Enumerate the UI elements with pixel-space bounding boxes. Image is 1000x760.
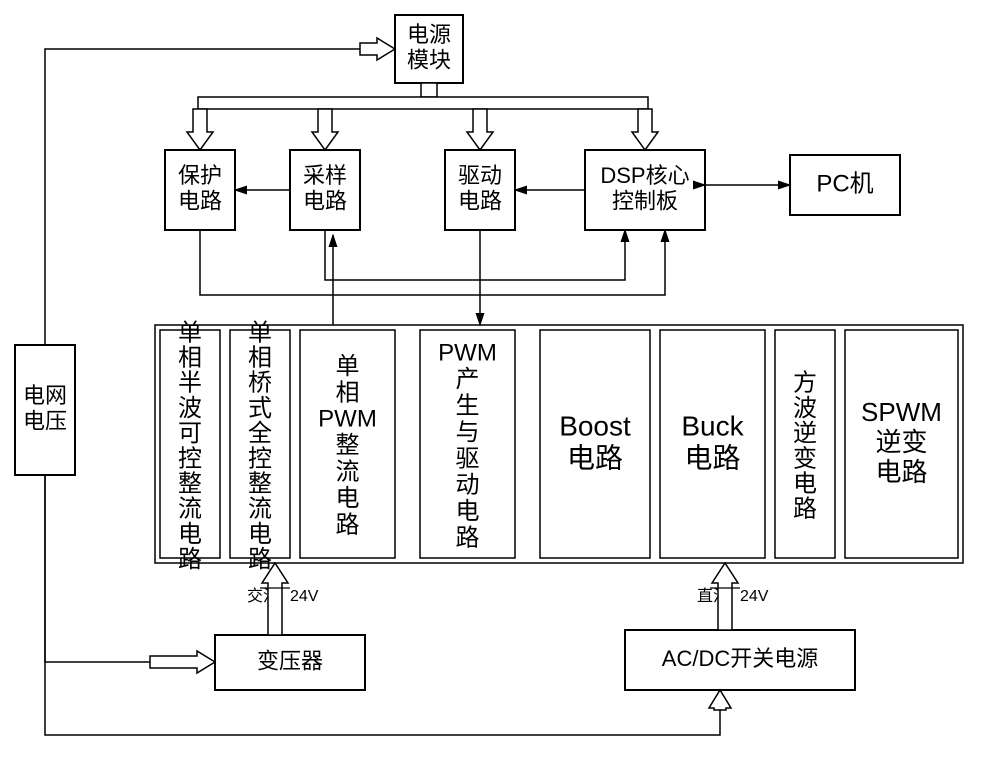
c7-label: 变: [793, 445, 817, 472]
c3-label: 整: [336, 432, 360, 459]
arrow-grid-to-pm: [360, 38, 395, 60]
annot-v24_2: 24V: [740, 588, 769, 605]
c3-label: 流: [336, 459, 360, 486]
sample-label: 电路: [303, 188, 347, 213]
c4-label: 动: [456, 472, 480, 499]
arrow-grid-to-trans: [150, 651, 215, 673]
c2-label: 整: [248, 471, 272, 498]
drive-label: 电路: [458, 188, 502, 213]
c2-label: 流: [248, 496, 272, 523]
c3-label: 路: [336, 511, 360, 538]
c3-label: PWM: [318, 406, 377, 433]
arrow-grid-to-acdc: [709, 690, 731, 710]
c6-label: Buck: [681, 410, 744, 441]
c1-label: 波: [178, 395, 202, 422]
arrow-sample-to-dsp: [325, 230, 625, 280]
c2-label: 相: [248, 345, 272, 372]
pm-stem: [421, 83, 437, 97]
c1-label: 控: [178, 445, 202, 472]
c4-label: 电: [456, 498, 480, 525]
c1-label: 电: [178, 521, 202, 548]
pc-label: PC机: [816, 170, 873, 197]
c4-label: 产: [456, 366, 480, 393]
annot-v24_1: 24V: [290, 588, 319, 605]
acdc-label: AC/DC开关电源: [662, 646, 818, 671]
protect-label: 保护: [178, 163, 222, 188]
c2-label: 全: [248, 420, 272, 447]
c5-label: Boost: [559, 410, 631, 441]
c4-label: 生: [456, 393, 480, 420]
c1-label: 单: [178, 319, 202, 346]
c3-label: 电: [336, 485, 360, 512]
c8-label: 逆变: [875, 427, 927, 457]
arrow-protect-to-dsp: [200, 230, 665, 295]
c2-label: 式: [248, 395, 272, 422]
c1-label: 路: [178, 546, 202, 573]
sample-label: 采样: [303, 163, 347, 188]
c4-label: 驱: [456, 445, 480, 472]
c5-label: 电路: [567, 442, 623, 473]
c6-label: 电路: [684, 442, 740, 473]
c4-label: 路: [456, 525, 480, 552]
c3-label: 相: [336, 379, 360, 406]
arrow-pm-to-sample: [312, 109, 338, 150]
c1-label: 流: [178, 496, 202, 523]
c4-label: PWM: [438, 340, 497, 367]
c7-label: 路: [793, 496, 817, 523]
c3-label: 单: [336, 353, 360, 380]
c1-label: 整: [178, 471, 202, 498]
c8-label: SPWM: [861, 397, 942, 427]
c8-label: 电路: [875, 457, 927, 487]
dsp-label: 控制板: [612, 188, 678, 213]
c2-label: 电: [248, 521, 272, 548]
grid-voltage-label: 电压: [23, 408, 67, 433]
protect-label: 电路: [178, 188, 222, 213]
grid-voltage-label: 电网: [23, 383, 67, 408]
c4-label: 与: [456, 419, 480, 446]
c1-label: 可: [178, 420, 202, 447]
c1-label: 半: [178, 370, 202, 397]
drive-label: 驱动: [458, 163, 502, 188]
arrow-pm-to-protect: [187, 109, 213, 150]
dsp-label: DSP核心: [600, 163, 689, 188]
c7-label: 逆: [793, 420, 817, 447]
c7-label: 波: [793, 395, 817, 422]
arrow-pm-to-drive: [467, 109, 493, 150]
transformer-label: 变压器: [257, 648, 323, 673]
c1-label: 相: [178, 345, 202, 372]
arrow-pm-to-dsp: [632, 109, 658, 150]
c7-label: 方: [793, 370, 817, 397]
power-module-label: 电源: [407, 22, 451, 47]
c2-label: 控: [248, 445, 272, 472]
path-grid-to-trans: [45, 475, 150, 662]
c7-label: 电: [793, 471, 817, 498]
pm-bus: [198, 97, 648, 109]
c2-label: 单: [248, 319, 272, 346]
c2-label: 路: [248, 546, 272, 573]
power-module-label: 模块: [407, 47, 451, 72]
c2-label: 桥: [248, 370, 272, 397]
